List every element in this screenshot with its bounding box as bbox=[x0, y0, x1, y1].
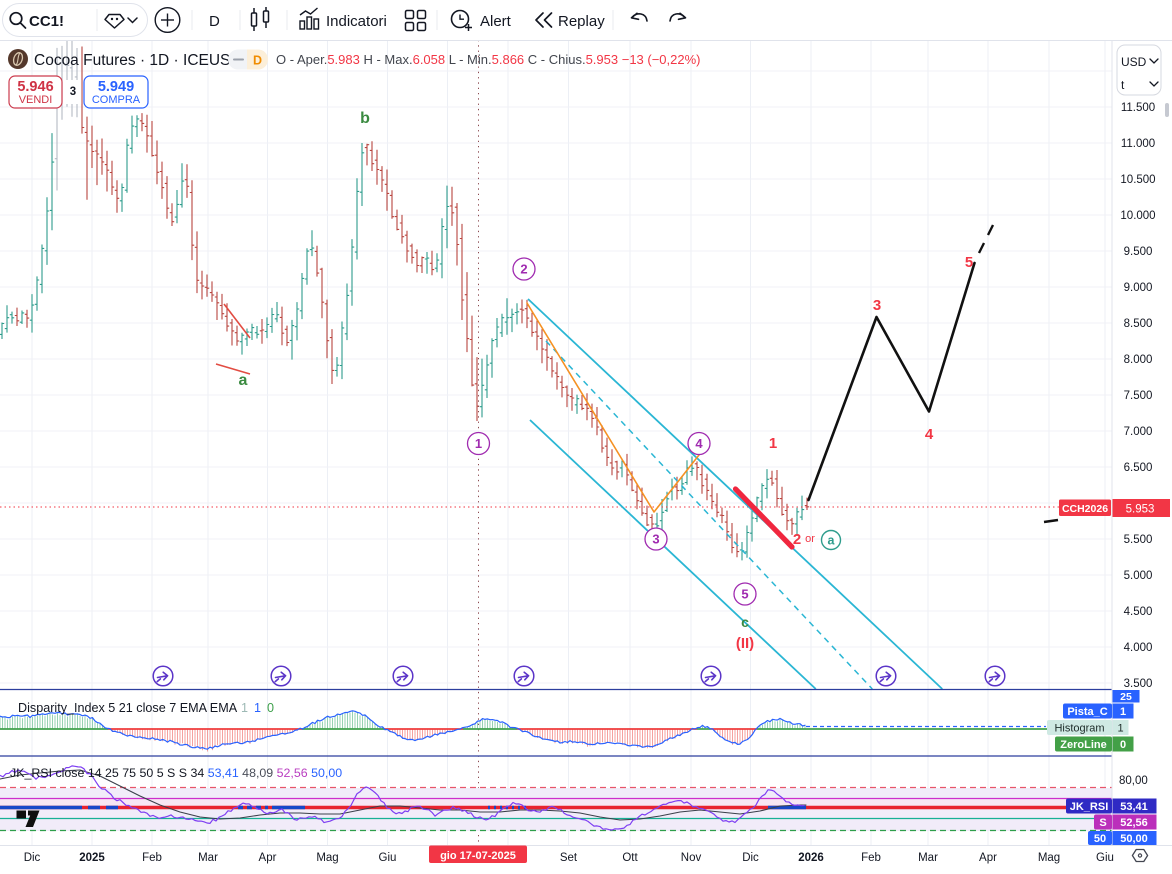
svg-text:11.000: 11.000 bbox=[1121, 138, 1155, 150]
svg-text:CC1!: CC1! bbox=[29, 13, 64, 30]
svg-text:1: 1 bbox=[241, 701, 248, 715]
svg-text:50,00: 50,00 bbox=[1120, 833, 1148, 845]
svg-text:2: 2 bbox=[793, 531, 801, 548]
svg-text:Dic: Dic bbox=[742, 852, 759, 864]
svg-text:9.000: 9.000 bbox=[1124, 282, 1153, 294]
svg-text:D: D bbox=[253, 54, 262, 68]
svg-text:52,56: 52,56 bbox=[1120, 817, 1148, 829]
svg-text:c: c bbox=[741, 614, 749, 630]
svg-text:6.500: 6.500 bbox=[1124, 462, 1153, 474]
svg-text:t: t bbox=[1121, 78, 1125, 92]
svg-text:5: 5 bbox=[965, 254, 973, 271]
svg-text:Set: Set bbox=[560, 852, 578, 864]
svg-text:Pista_C: Pista_C bbox=[1067, 706, 1107, 718]
svg-text:Alert: Alert bbox=[480, 13, 512, 30]
svg-text:Mar: Mar bbox=[918, 852, 938, 864]
svg-text:5.000: 5.000 bbox=[1124, 570, 1153, 582]
svg-text:Giu: Giu bbox=[1096, 852, 1114, 864]
svg-text:Apr: Apr bbox=[979, 852, 997, 864]
svg-text:1: 1 bbox=[254, 701, 261, 715]
svg-text:1: 1 bbox=[1120, 706, 1126, 718]
svg-text:b: b bbox=[360, 110, 370, 127]
svg-text:VENDI: VENDI bbox=[19, 94, 53, 106]
svg-text:80,00: 80,00 bbox=[1119, 775, 1148, 787]
svg-text:50: 50 bbox=[1094, 833, 1106, 845]
svg-text:Dic: Dic bbox=[24, 852, 41, 864]
svg-text:53,41: 53,41 bbox=[1120, 801, 1148, 813]
svg-text:2025: 2025 bbox=[79, 852, 105, 864]
svg-text:gio 17-07-2025: gio 17-07-2025 bbox=[440, 850, 516, 862]
svg-text:7.000: 7.000 bbox=[1124, 426, 1153, 438]
svg-text:USD: USD bbox=[1121, 55, 1147, 69]
svg-text:5.953: 5.953 bbox=[1126, 504, 1155, 516]
svg-text:S: S bbox=[1099, 817, 1106, 829]
svg-text:or: or bbox=[805, 533, 815, 545]
svg-text:Giu: Giu bbox=[379, 852, 397, 864]
svg-text:9.500: 9.500 bbox=[1124, 246, 1153, 258]
svg-text:JK_RSI close 14 25 75 50 5 S S: JK_RSI close 14 25 75 50 5 S S 34 53,41 … bbox=[10, 766, 342, 780]
svg-text:a: a bbox=[239, 372, 248, 389]
svg-text:COMPRA: COMPRA bbox=[92, 94, 141, 106]
svg-text:O - Aper.5.983 H - Max.6.058 L: O - Aper.5.983 H - Max.6.058 L - Min.5.8… bbox=[276, 52, 701, 67]
svg-text:3.500: 3.500 bbox=[1124, 678, 1153, 690]
svg-text:CCH2026: CCH2026 bbox=[1062, 503, 1108, 515]
svg-text:1: 1 bbox=[475, 436, 482, 451]
svg-text:0: 0 bbox=[267, 701, 274, 715]
svg-text:Replay: Replay bbox=[558, 13, 605, 30]
svg-text:10.500: 10.500 bbox=[1120, 174, 1155, 186]
svg-text:4: 4 bbox=[695, 436, 703, 451]
svg-text:7.500: 7.500 bbox=[1124, 390, 1153, 402]
svg-text:Mag: Mag bbox=[1038, 852, 1060, 864]
svg-text:5.949: 5.949 bbox=[98, 79, 134, 95]
svg-text:Disparity_Index 5 21 close 7 E: Disparity_Index 5 21 close 7 EMA EMA bbox=[18, 701, 238, 715]
svg-text:2: 2 bbox=[520, 262, 527, 277]
svg-text:3: 3 bbox=[873, 297, 881, 314]
svg-text:25: 25 bbox=[1120, 691, 1132, 703]
svg-text:5.946: 5.946 bbox=[17, 79, 53, 95]
svg-text:11.500: 11.500 bbox=[1121, 102, 1155, 114]
svg-text:3: 3 bbox=[652, 532, 659, 547]
svg-text:ZeroLine: ZeroLine bbox=[1060, 739, 1106, 751]
svg-text:3: 3 bbox=[70, 86, 76, 98]
svg-text:Mag: Mag bbox=[316, 852, 338, 864]
svg-text:Ott: Ott bbox=[622, 852, 638, 864]
svg-text:(II): (II) bbox=[736, 635, 754, 652]
svg-text:Cocoa Futures · 1D · ICEUS: Cocoa Futures · 1D · ICEUS bbox=[34, 52, 230, 69]
svg-text:JK_RSI: JK_RSI bbox=[1070, 801, 1109, 813]
svg-text:Mar: Mar bbox=[198, 852, 218, 864]
svg-text:2026: 2026 bbox=[798, 852, 824, 864]
svg-text:Feb: Feb bbox=[142, 852, 162, 864]
svg-text:a: a bbox=[828, 533, 836, 547]
svg-text:0: 0 bbox=[1120, 739, 1126, 751]
svg-text:Feb: Feb bbox=[861, 852, 881, 864]
svg-text:Apr: Apr bbox=[259, 852, 277, 864]
svg-text:10.000: 10.000 bbox=[1120, 210, 1155, 222]
svg-text:1: 1 bbox=[1117, 723, 1123, 735]
svg-text:5.500: 5.500 bbox=[1124, 534, 1153, 546]
svg-text:8.000: 8.000 bbox=[1124, 354, 1153, 366]
svg-text:5: 5 bbox=[741, 587, 748, 602]
svg-text:1: 1 bbox=[769, 435, 777, 452]
svg-text:4: 4 bbox=[925, 426, 934, 443]
svg-text:D: D bbox=[209, 13, 220, 30]
svg-text:4.000: 4.000 bbox=[1124, 642, 1153, 654]
svg-text:Histogram: Histogram bbox=[1054, 723, 1104, 735]
svg-text:Nov: Nov bbox=[681, 852, 702, 864]
svg-text:8.500: 8.500 bbox=[1124, 318, 1153, 330]
svg-text:4.500: 4.500 bbox=[1124, 606, 1153, 618]
svg-text:Indicatori: Indicatori bbox=[326, 13, 387, 30]
